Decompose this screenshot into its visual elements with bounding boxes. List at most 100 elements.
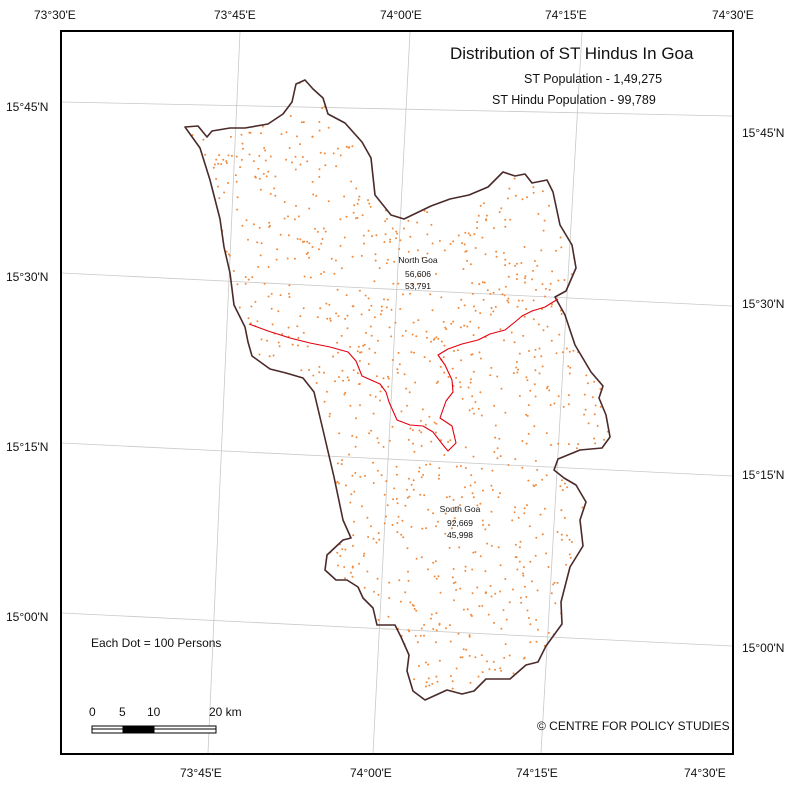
population-dot bbox=[457, 306, 460, 309]
population-dot bbox=[388, 326, 391, 329]
population-dot bbox=[288, 292, 290, 295]
population-dot bbox=[279, 233, 282, 236]
population-dot bbox=[323, 371, 325, 374]
population-dot bbox=[259, 188, 262, 191]
population-dot bbox=[306, 160, 309, 163]
population-dot bbox=[445, 328, 448, 331]
population-dot bbox=[454, 581, 457, 584]
population-dot bbox=[299, 163, 302, 166]
population-dot bbox=[515, 366, 518, 369]
population-dot bbox=[269, 155, 272, 158]
population-dot bbox=[522, 566, 525, 569]
population-dot bbox=[244, 282, 247, 285]
population-dot bbox=[389, 240, 391, 243]
graticule bbox=[61, 31, 733, 754]
population-dot bbox=[218, 197, 221, 200]
population-dot bbox=[227, 154, 230, 157]
population-dot bbox=[352, 211, 355, 214]
population-dot bbox=[555, 352, 558, 355]
population-dot bbox=[513, 511, 516, 514]
population-dot bbox=[357, 198, 360, 201]
population-dot bbox=[361, 505, 363, 508]
population-dot bbox=[465, 648, 468, 651]
population-dot bbox=[340, 463, 343, 466]
population-dot bbox=[202, 138, 205, 141]
lat-label-right: 15°00'N bbox=[742, 641, 785, 655]
population-dot bbox=[550, 305, 553, 308]
copyright-notice: © CENTRE FOR POLICY STUDIES bbox=[537, 719, 730, 733]
population-dot bbox=[250, 305, 253, 308]
population-dot bbox=[277, 310, 280, 313]
population-dot bbox=[373, 316, 376, 319]
population-dot bbox=[338, 432, 341, 435]
population-dot bbox=[352, 305, 355, 308]
population-dot bbox=[474, 247, 477, 249]
population-dot bbox=[431, 242, 434, 245]
population-dot bbox=[435, 525, 437, 528]
district-name: North Goa bbox=[398, 255, 438, 265]
population-dot bbox=[316, 230, 319, 233]
population-dot bbox=[241, 224, 244, 227]
population-dot bbox=[315, 382, 318, 384]
population-dot bbox=[383, 493, 386, 496]
population-dot bbox=[491, 489, 494, 491]
population-dot bbox=[296, 344, 299, 347]
population-dot bbox=[344, 317, 347, 320]
population-dot bbox=[399, 239, 402, 242]
population-dot bbox=[529, 560, 532, 563]
population-dot bbox=[504, 258, 507, 261]
population-dot bbox=[388, 597, 391, 599]
population-dot bbox=[471, 568, 474, 571]
population-dot bbox=[215, 177, 218, 180]
population-dot bbox=[425, 463, 428, 466]
lat-label-left: 15°30'N bbox=[6, 270, 49, 284]
population-dot bbox=[418, 429, 421, 432]
population-dot bbox=[374, 259, 377, 262]
population-dot bbox=[535, 483, 537, 486]
population-dot bbox=[350, 571, 352, 574]
population-dot bbox=[346, 327, 349, 330]
population-dot bbox=[560, 533, 563, 536]
population-dot bbox=[499, 455, 502, 458]
population-dot bbox=[485, 218, 488, 221]
population-dot bbox=[408, 477, 410, 480]
population-dot bbox=[565, 563, 568, 566]
population-dot bbox=[530, 580, 533, 583]
population-dot bbox=[523, 512, 526, 515]
population-dot bbox=[546, 325, 549, 328]
population-dot bbox=[383, 241, 386, 244]
population-dot bbox=[497, 546, 500, 549]
population-dot bbox=[459, 326, 462, 329]
population-dot bbox=[303, 275, 306, 278]
population-dot bbox=[567, 365, 570, 368]
population-dot bbox=[262, 172, 265, 175]
population-dot bbox=[306, 251, 309, 254]
population-dot bbox=[299, 143, 301, 146]
population-dot bbox=[247, 278, 250, 281]
population-dot bbox=[479, 204, 482, 207]
scale-tick-label: 10 bbox=[147, 705, 161, 719]
population-dot bbox=[260, 242, 263, 245]
population-dot bbox=[417, 665, 420, 667]
population-dot bbox=[494, 592, 497, 595]
population-dot bbox=[518, 352, 521, 355]
population-dot bbox=[508, 262, 511, 265]
population-dot bbox=[569, 366, 572, 369]
population-dot bbox=[270, 292, 273, 295]
population-dot bbox=[414, 635, 417, 637]
population-dot bbox=[464, 569, 467, 572]
population-dot bbox=[326, 317, 329, 320]
population-dot bbox=[293, 257, 296, 260]
population-dot bbox=[236, 283, 239, 286]
population-dot bbox=[461, 397, 464, 400]
population-dot bbox=[419, 493, 422, 496]
population-dot bbox=[339, 244, 342, 247]
population-dot bbox=[245, 219, 248, 222]
population-dot bbox=[464, 486, 466, 489]
population-dot bbox=[437, 380, 439, 383]
population-dot bbox=[345, 484, 347, 487]
population-dot bbox=[534, 395, 537, 398]
population-dot bbox=[507, 275, 510, 278]
population-dot bbox=[587, 422, 590, 425]
population-dot bbox=[369, 325, 372, 328]
